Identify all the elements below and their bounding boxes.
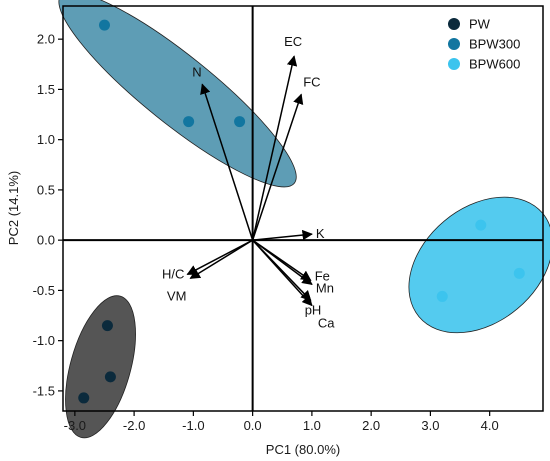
y-tick-label: 2.0 — [37, 32, 55, 47]
legend-label-bpw600: BPW600 — [469, 57, 520, 72]
loading-arrow-ca — [252, 239, 313, 307]
x-tick-label: 4.0 — [481, 418, 499, 433]
y-tick-label: 0.5 — [37, 182, 55, 197]
loading-arrow-hc — [186, 239, 253, 275]
loading-label-fc: FC — [303, 74, 320, 89]
x-tick-label: 0.0 — [244, 418, 262, 433]
y-tick-label: 1.0 — [37, 132, 55, 147]
loading-label-hc: H/C — [162, 266, 184, 281]
x-tick-label: 2.0 — [362, 418, 380, 433]
x-axis: -3.0 -2.0 -1.0 0.0 1.0 2.0 3.0 4.0 — [64, 411, 499, 433]
loading-label-ca: Ca — [318, 315, 335, 330]
loading-label-k: K — [316, 226, 325, 241]
point-pw-3 — [78, 392, 90, 404]
loading-label-n: N — [192, 64, 201, 79]
legend-marker-pw — [448, 18, 460, 30]
y-tick-label: -1.5 — [33, 383, 55, 398]
loading-arrow-ec — [251, 55, 298, 241]
legend-marker-bpw600 — [448, 58, 460, 70]
point-bpw300-2 — [183, 116, 195, 128]
score-points-layer — [78, 19, 525, 404]
loading-arrow-fc — [251, 93, 304, 241]
legend: PW BPW300 BPW600 — [448, 17, 520, 72]
x-tick-label: 3.0 — [421, 418, 439, 433]
loading-arrow-vm — [189, 239, 254, 279]
point-bpw600-2 — [513, 267, 525, 279]
y-axis-label: PC2 (14.1%) — [6, 171, 21, 245]
loading-label-vm: VM — [167, 288, 187, 303]
x-tick-label: -1.0 — [182, 418, 204, 433]
y-axis: -1.5 -1.0 -0.5 0.0 0.5 1.0 1.5 2.0 — [33, 32, 63, 398]
point-bpw600-1 — [475, 219, 487, 231]
y-tick-label: -0.5 — [33, 283, 55, 298]
loading-arrow-k — [252, 229, 313, 241]
ellipse-bpw300 — [58, 0, 297, 188]
plot-frame — [62, 5, 544, 412]
loading-arrow-n — [200, 83, 254, 241]
y-tick-label: 0.0 — [37, 233, 55, 248]
loading-arrow-mn — [252, 239, 313, 286]
point-bpw600-3 — [436, 290, 448, 302]
legend-label-bpw300: BPW300 — [469, 37, 520, 52]
x-axis-label: PC1 (80.0%) — [266, 442, 340, 457]
y-tick-label: 1.5 — [37, 82, 55, 97]
point-bpw300-1 — [98, 19, 110, 31]
ellipse-bpw600 — [408, 196, 550, 334]
loading-label-fe: Fe — [315, 268, 330, 283]
x-tick-label: 1.0 — [303, 418, 321, 433]
point-bpw300-3 — [234, 116, 246, 128]
legend-label-pw: PW — [469, 17, 491, 32]
point-pw-1 — [101, 320, 113, 332]
point-pw-2 — [104, 371, 116, 383]
loading-label-mn: Mn — [316, 280, 334, 295]
x-tick-label: -2.0 — [123, 418, 145, 433]
loading-label-ec: EC — [284, 34, 302, 49]
y-tick-label: -1.0 — [33, 333, 55, 348]
legend-marker-bpw300 — [448, 38, 460, 50]
x-tick-label: -3.0 — [64, 418, 86, 433]
